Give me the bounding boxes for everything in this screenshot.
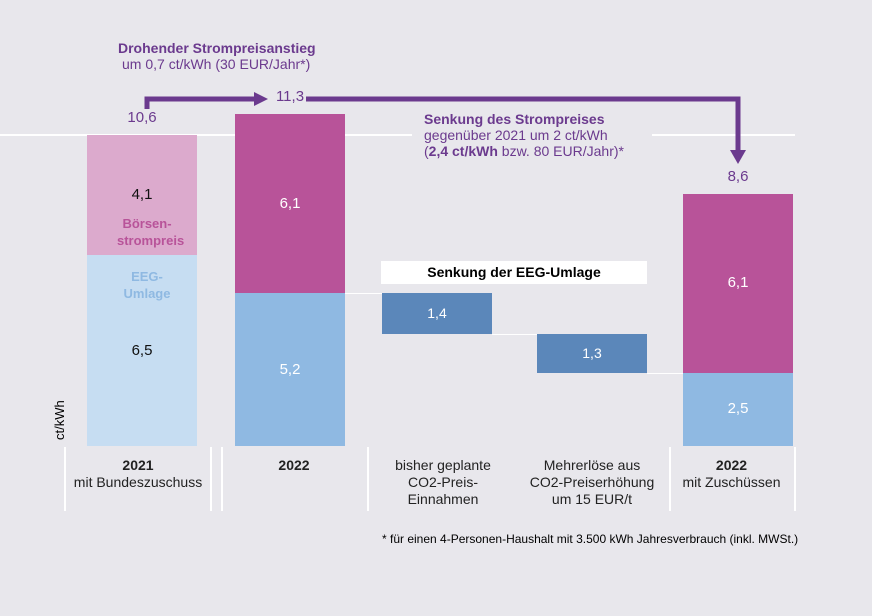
total-label: 11,3 <box>275 88 305 106</box>
category-label: bisher geplante CO2-Preis-Einnahmen <box>369 457 517 508</box>
connector-line <box>492 334 537 336</box>
footnote: * für einen 4-Personen-Haushalt mit 3.50… <box>382 532 799 546</box>
increase-arrow <box>144 96 254 109</box>
category-cell <box>221 447 671 511</box>
increase-arrowhead-icon <box>254 92 268 106</box>
boersen-label: Börsen- strompreis <box>117 216 185 248</box>
category-text: mit Bundeszuschuss <box>73 474 203 490</box>
total-label: 10,6 <box>127 108 157 126</box>
data-label: 6,5 <box>131 341 153 359</box>
reference-line <box>0 134 795 136</box>
increase-subtitle: um 0,7 ct/kWh (30 EUR/Jahr*) <box>122 56 311 72</box>
data-label: 2,5 <box>727 400 749 418</box>
category-label: 2022 mit Zuschüssen <box>667 457 796 491</box>
increase-title: Drohender Strompreisanstieg <box>118 40 316 56</box>
paren: ( <box>424 143 429 159</box>
category-label: 2022 <box>221 457 367 474</box>
bar-segment <box>87 255 197 446</box>
data-label: 6,1 <box>279 194 301 212</box>
category-text: bisher geplante CO2-Preis-Einnahmen <box>395 457 491 507</box>
bar-segment <box>235 293 345 446</box>
waterfall-bar <box>382 293 492 335</box>
divider <box>367 447 369 511</box>
data-label: 1,4 <box>427 304 447 321</box>
decrease-subtitle-2: (2,4 ct/kWh bzw. 80 EUR/Jahr)* <box>424 143 624 159</box>
data-label: 5,2 <box>279 360 301 378</box>
decrease-amount: 2,4 ct/kWh <box>428 143 498 159</box>
y-axis-label: ct/kWh <box>52 400 67 440</box>
category-bold: 2022 <box>278 457 310 473</box>
eeg-reduction-label: Senkung der EEG-Umlage <box>381 261 647 284</box>
decrease-title: Senkung des Strompreises <box>424 111 605 127</box>
total-label: 8,6 <box>727 167 749 185</box>
bar-segment <box>87 134 197 256</box>
bar-segment <box>235 114 345 294</box>
annotation-backdrop <box>412 112 652 162</box>
eeg-label: EEG- Umlage <box>123 269 171 301</box>
category-text: Mehrerlöse aus CO2-Preiserhöhung um 15 E… <box>529 457 655 507</box>
category-bold: 2021 <box>122 457 154 473</box>
category-label: Mehrerlöse aus CO2-Preiserhöhung um 15 E… <box>517 457 667 508</box>
decrease-arrow <box>306 96 741 152</box>
category-label: 2021 mit Bundeszuschuss <box>64 457 212 491</box>
category-bold: 2022 <box>715 457 748 473</box>
connector-line <box>345 293 382 295</box>
category-cell <box>667 447 796 511</box>
data-label: 4,1 <box>131 186 153 204</box>
data-label: 6,1 <box>727 274 749 292</box>
connector-line <box>647 372 683 374</box>
category-text: mit Zuschüssen <box>682 474 781 490</box>
decrease-arrowhead-icon <box>730 150 746 164</box>
decrease-subtitle: gegenüber 2021 um 2 ct/kWh <box>424 127 608 143</box>
waterfall-bar <box>537 334 647 373</box>
decrease-rest: bzw. 80 EUR/Jahr)* <box>497 143 624 159</box>
category-cell <box>64 447 212 511</box>
bar-segment <box>683 193 793 373</box>
data-label: 1,3 <box>582 344 602 361</box>
bar-segment <box>683 372 793 446</box>
